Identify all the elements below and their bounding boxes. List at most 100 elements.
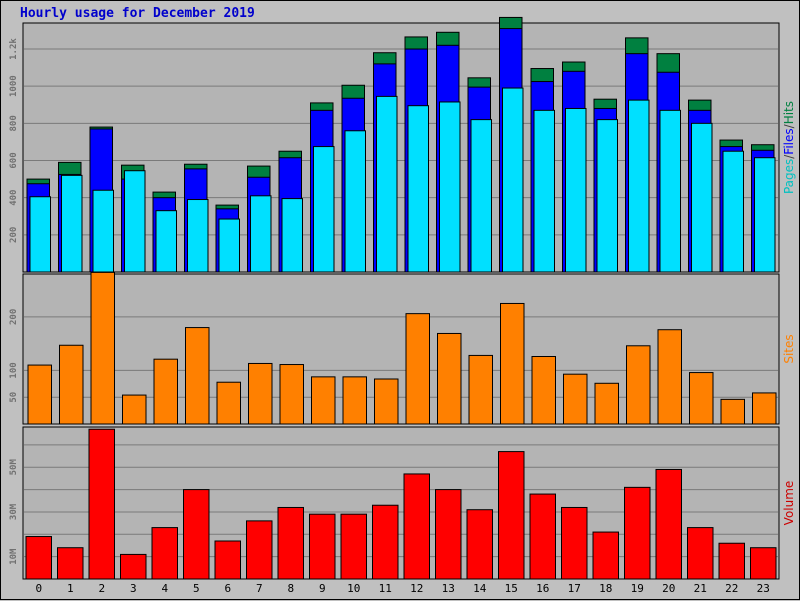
- bar-volume-hour-4: [151, 527, 178, 580]
- xtick-label-hour-10: 10: [347, 582, 360, 595]
- bar-volume-hour-21: [687, 527, 714, 580]
- ytick-label-sites: 50: [9, 392, 19, 403]
- bar-pages-hour-15: [502, 87, 524, 273]
- bar-pages-hour-16: [533, 109, 555, 273]
- bar-pages-hour-12: [407, 105, 429, 273]
- bar-pages-hour-5: [187, 199, 209, 273]
- ytick-label-hits: 1.2k: [9, 38, 19, 60]
- bar-pages-hour-23: [754, 157, 776, 273]
- bar-volume-hour-16: [529, 493, 556, 580]
- ytick-label-sites: 100: [9, 362, 19, 378]
- ytick-label-hits: 1000: [9, 75, 19, 97]
- ytick-label-hits: 600: [9, 152, 19, 168]
- bar-pages-hour-17: [565, 107, 587, 273]
- bar-sites-hour-4: [153, 358, 178, 425]
- plot-area-sites: [22, 273, 780, 425]
- bar-volume-hour-5: [183, 489, 210, 580]
- xtick-label-hour-5: 5: [193, 582, 200, 595]
- xtick-label-hour-21: 21: [694, 582, 707, 595]
- bar-sites-hour-13: [437, 332, 462, 425]
- bar-sites-hour-10: [342, 376, 367, 425]
- bar-sites-hour-21: [689, 372, 714, 425]
- xtick-label-hour-8: 8: [287, 582, 294, 595]
- xtick-label-hour-23: 23: [757, 582, 770, 595]
- bar-volume-hour-12: [403, 473, 430, 580]
- bar-pages-hour-22: [722, 150, 744, 273]
- axis-label-part: /: [782, 154, 796, 159]
- bar-pages-hour-9: [313, 146, 335, 273]
- xtick-label-hour-12: 12: [410, 582, 423, 595]
- bar-volume-hour-15: [498, 451, 525, 580]
- ytick-label-volume: 10M: [9, 548, 19, 565]
- plot-area-hits-files-pages: [22, 22, 780, 273]
- xtick-label-hour-22: 22: [725, 582, 738, 595]
- axis-label-pages-files-hits: Pages/Files/Hits: [782, 101, 796, 194]
- bar-pages-hour-18: [596, 119, 618, 273]
- xtick-label-hour-15: 15: [505, 582, 518, 595]
- bar-sites-hour-18: [594, 382, 619, 425]
- xtick-label-hour-4: 4: [161, 582, 168, 595]
- bar-sites-hour-17: [563, 373, 588, 425]
- bar-sites-hour-9: [311, 376, 336, 425]
- bar-sites-hour-22: [720, 398, 745, 425]
- ytick-label-volume: 30M: [9, 503, 19, 520]
- ytick-label-volume: 50M: [9, 459, 19, 476]
- bar-pages-hour-10: [344, 130, 366, 273]
- bar-volume-hour-10: [340, 513, 367, 580]
- xtick-label-hour-11: 11: [379, 582, 392, 595]
- xtick-label-hour-16: 16: [536, 582, 549, 595]
- bar-pages-hour-11: [376, 95, 398, 273]
- bar-volume-hour-14: [466, 509, 493, 580]
- bar-volume-hour-11: [372, 504, 399, 580]
- axis-label-volume: Volume: [782, 481, 796, 526]
- chart-title: Hourly usage for December 2019: [20, 6, 255, 21]
- bar-volume-hour-2: [88, 428, 115, 580]
- bar-sites-hour-15: [500, 302, 525, 425]
- bar-pages-hour-13: [439, 101, 461, 273]
- bar-volume-hour-17: [561, 506, 588, 580]
- bar-sites-hour-2: [90, 271, 115, 425]
- bar-pages-hour-1: [61, 174, 83, 273]
- bar-sites-hour-0: [27, 364, 52, 425]
- xtick-label-hour-17: 17: [568, 582, 581, 595]
- bar-volume-hour-19: [624, 486, 651, 580]
- ytick-label-sites: 200: [9, 309, 19, 325]
- axis-label-part: Files: [782, 128, 796, 154]
- xtick-label-hour-2: 2: [98, 582, 105, 595]
- xtick-label-hour-19: 19: [631, 582, 644, 595]
- bar-volume-hour-7: [246, 520, 273, 580]
- bar-pages-hour-2: [92, 189, 114, 273]
- ytick-label-hits: 400: [9, 190, 19, 206]
- axis-label-part: Hits: [782, 101, 796, 124]
- bar-sites-hour-11: [374, 378, 399, 425]
- bar-pages-hour-0: [29, 196, 51, 273]
- bar-volume-hour-1: [57, 547, 84, 580]
- bar-volume-hour-0: [25, 536, 52, 580]
- bar-volume-hour-6: [214, 540, 241, 580]
- bar-sites-hour-1: [59, 344, 84, 425]
- bar-sites-hour-14: [468, 354, 493, 425]
- bar-sites-hour-12: [405, 313, 430, 425]
- bar-volume-hour-9: [309, 513, 336, 580]
- bar-pages-hour-20: [659, 109, 681, 273]
- bar-sites-hour-20: [657, 329, 682, 425]
- bar-pages-hour-8: [281, 198, 303, 273]
- xtick-label-hour-1: 1: [67, 582, 74, 595]
- axis-label-part: Pages: [782, 159, 796, 194]
- bar-volume-hour-18: [592, 531, 619, 580]
- bar-sites-hour-6: [216, 381, 241, 425]
- xtick-label-hour-18: 18: [599, 582, 612, 595]
- bar-volume-hour-8: [277, 506, 304, 580]
- xtick-label-hour-20: 20: [662, 582, 675, 595]
- bar-sites-hour-19: [626, 345, 651, 425]
- bar-volume-hour-3: [120, 553, 147, 580]
- bar-pages-hour-7: [250, 195, 272, 273]
- bar-sites-hour-23: [752, 392, 777, 425]
- plot-area-volume: [22, 426, 780, 580]
- bar-volume-hour-22: [718, 542, 745, 580]
- xtick-label-hour-14: 14: [473, 582, 487, 595]
- bar-pages-hour-4: [155, 210, 177, 273]
- bar-sites-hour-3: [122, 394, 147, 425]
